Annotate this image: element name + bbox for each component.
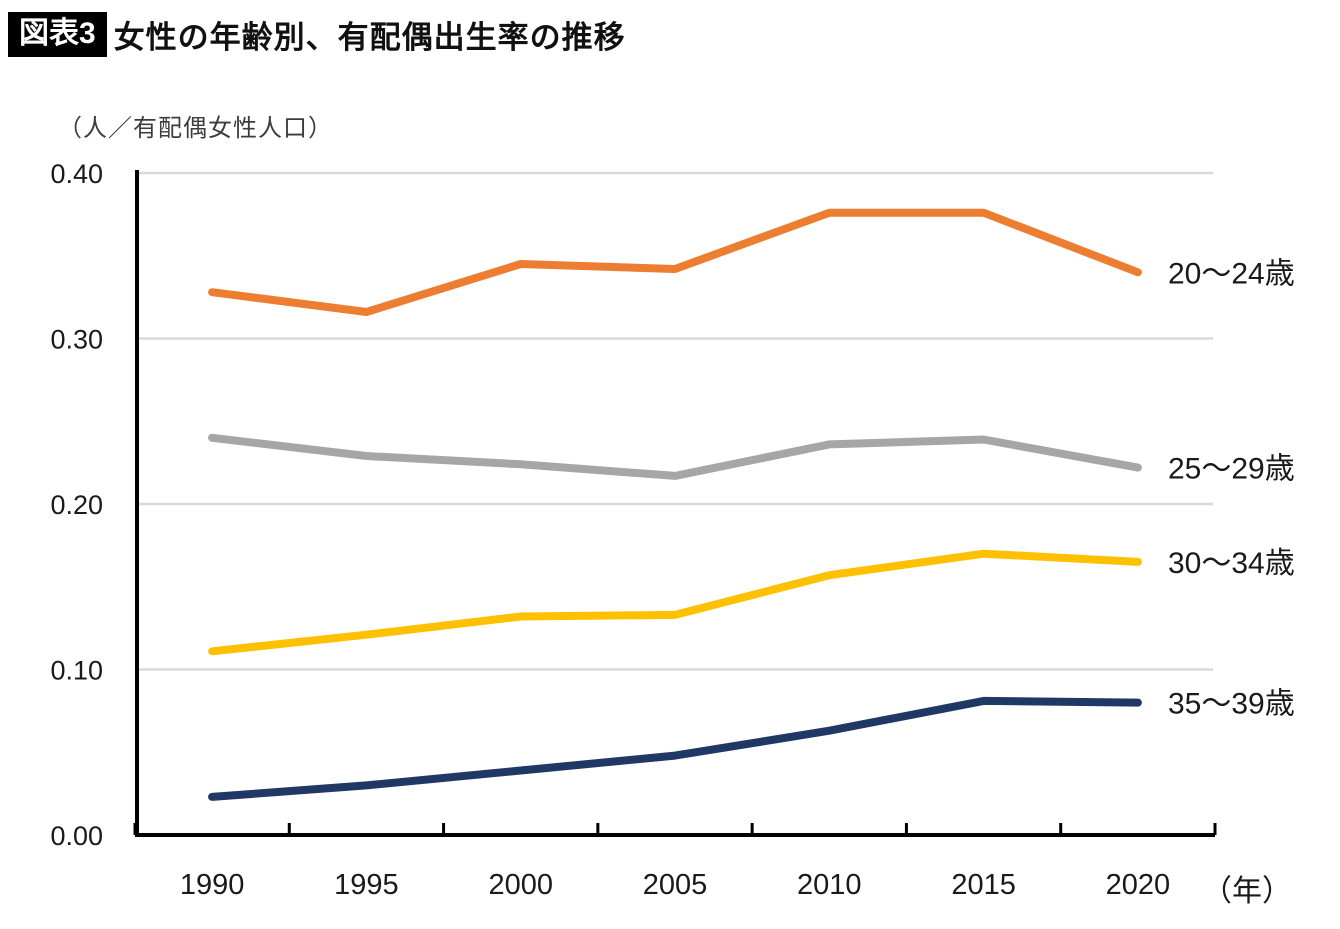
series-label-2: 25〜29歳	[1168, 453, 1295, 486]
series-line-4	[208, 696, 1142, 801]
x-tick-label: 2000	[488, 869, 553, 901]
series-line-2	[208, 433, 1142, 480]
x-tick-label: 2005	[643, 869, 708, 901]
x-axis-unit-label: （年）	[1202, 875, 1292, 908]
y-tick-label: 0.10	[50, 656, 103, 686]
series-label-4: 35〜39歳	[1168, 688, 1295, 721]
x-tick-label: 2020	[1106, 869, 1171, 901]
figure-title: 女性の年齢別、有配偶出生率の推移	[113, 20, 626, 55]
series-line-1	[208, 208, 1142, 316]
y-tick-label: 0.20	[50, 490, 103, 520]
figure-header: 図表3 女性の年齢別、有配偶出生率の推移	[8, 12, 626, 57]
figure-number-badge: 図表3	[8, 12, 107, 57]
x-tick-label: 2010	[797, 869, 862, 901]
series-label-1: 20〜24歳	[1168, 257, 1295, 290]
series-label-3: 30〜34歳	[1168, 547, 1295, 580]
y-axis-unit-label: （人／有配偶女性人口）	[58, 115, 333, 142]
x-tick-label: 2015	[951, 869, 1016, 901]
x-tick-label: 1990	[180, 869, 245, 901]
y-tick-label: 0.30	[50, 325, 103, 355]
y-tick-label: 0.00	[50, 821, 103, 851]
series-line-3	[208, 549, 1142, 656]
x-tick-label: 1995	[334, 869, 399, 901]
y-tick-label: 0.40	[50, 159, 103, 189]
